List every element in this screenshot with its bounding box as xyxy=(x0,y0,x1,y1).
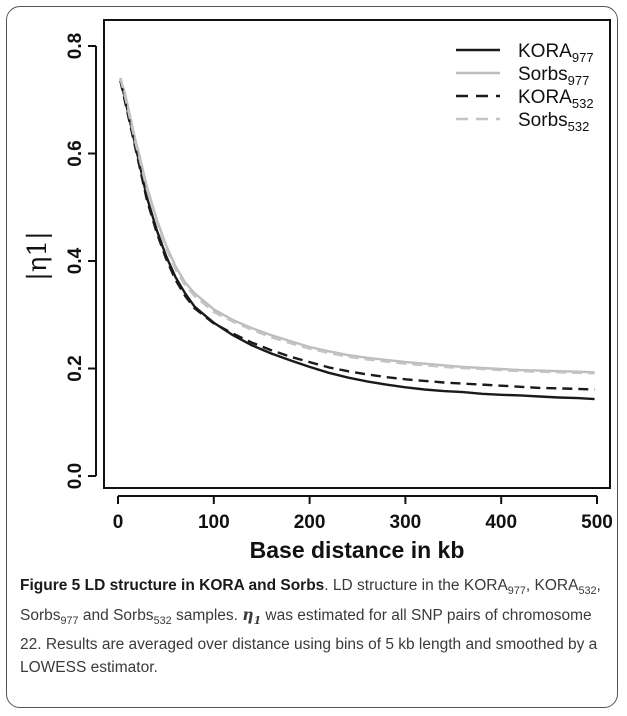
legend-label: Sorbs532 xyxy=(518,110,589,134)
y-axis-label: |η1| xyxy=(23,231,53,281)
y-tick-label: 0.6 xyxy=(65,140,86,166)
x-tick-label: 100 xyxy=(198,512,230,533)
x-tick-label: 0 xyxy=(113,512,124,533)
figure-caption: Figure 5 LD structure in KORA and Sorbs.… xyxy=(20,577,601,677)
legend-label-subscript: 977 xyxy=(568,73,590,88)
legend-label-subscript: 532 xyxy=(568,119,590,134)
eta-symbol: η1 xyxy=(242,605,262,628)
y-tick-label: 0.8 xyxy=(65,33,86,59)
x-tick-label: 400 xyxy=(485,512,517,533)
x-tick-label: 300 xyxy=(390,512,422,533)
x-axis-label: Base distance in kb xyxy=(250,537,465,563)
legend-label-subscript: 532 xyxy=(572,96,594,111)
legend-label: KORA532 xyxy=(518,87,594,111)
series-line-sorbs-532 xyxy=(119,78,595,375)
caption-title: Figure 5 LD structure in KORA and Sorbs xyxy=(20,577,325,594)
line-chart: 0.0 0.2 0.4 0.6 0.8 0 100 200 300 400 500 Base dist… xyxy=(23,19,613,563)
x-tick-label: 500 xyxy=(581,512,613,533)
figure-frame xyxy=(6,6,618,708)
y-tick-label: 0.2 xyxy=(65,355,86,381)
series-line-kora-532 xyxy=(119,80,595,391)
plot-box xyxy=(103,19,611,489)
y-tick-label: 0.0 xyxy=(65,463,86,489)
y-tick-label: 0.4 xyxy=(65,247,86,274)
legend-label: KORA977 xyxy=(518,41,594,65)
legend-label: Sorbs977 xyxy=(518,64,589,88)
legend-label-subscript: 977 xyxy=(572,50,594,65)
x-tick-label: 200 xyxy=(294,512,326,533)
